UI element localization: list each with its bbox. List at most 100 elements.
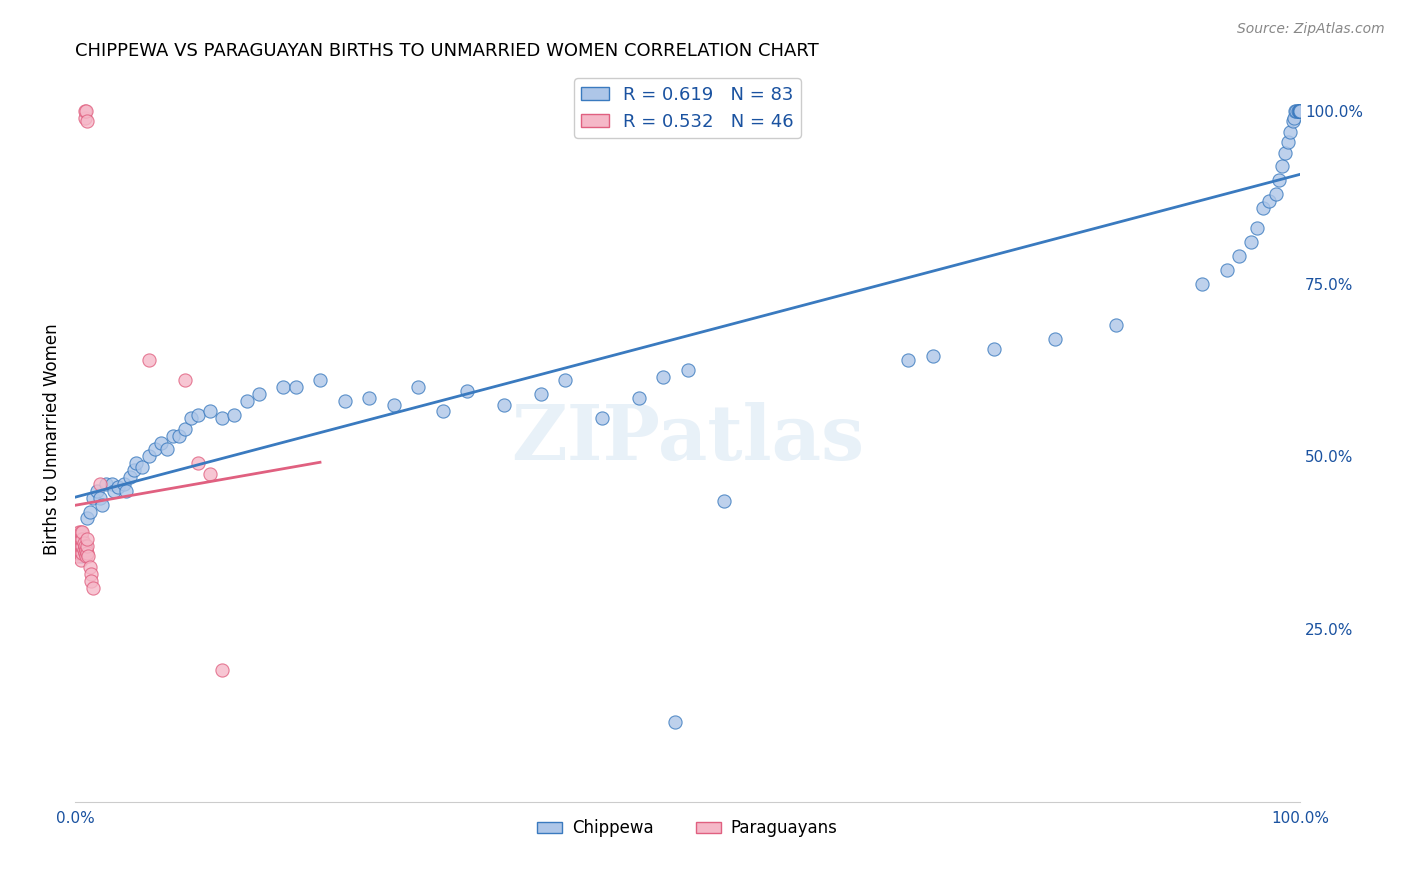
Point — [66, 535, 89, 549]
Point — [149, 435, 172, 450]
Point — [186, 408, 208, 422]
Point — [72, 546, 94, 560]
Point — [107, 480, 129, 494]
Point — [120, 470, 142, 484]
Point — [69, 529, 91, 543]
Point — [456, 384, 478, 398]
Point — [115, 483, 138, 498]
Point — [1285, 104, 1308, 119]
Point — [186, 456, 208, 470]
Point — [73, 539, 96, 553]
Point — [284, 380, 307, 394]
Point — [80, 574, 103, 588]
Point — [138, 352, 160, 367]
Point — [82, 491, 104, 505]
Point — [82, 581, 104, 595]
Point — [1289, 104, 1312, 119]
Point — [76, 114, 98, 128]
Point — [1215, 263, 1237, 277]
Point — [1274, 145, 1296, 160]
Point — [91, 498, 114, 512]
Point — [1284, 104, 1306, 119]
Point — [65, 539, 87, 553]
Point — [67, 532, 90, 546]
Point — [138, 450, 160, 464]
Point — [591, 411, 613, 425]
Point — [406, 380, 429, 394]
Point — [357, 391, 380, 405]
Point — [1289, 104, 1312, 119]
Point — [76, 511, 98, 525]
Point — [1043, 332, 1066, 346]
Point — [72, 535, 94, 549]
Point — [1289, 104, 1312, 119]
Point — [333, 394, 356, 409]
Point — [69, 542, 91, 557]
Point — [70, 546, 93, 560]
Point — [79, 559, 101, 574]
Point — [1289, 104, 1312, 119]
Point — [211, 411, 233, 425]
Point — [1288, 104, 1310, 119]
Point — [1289, 104, 1312, 119]
Point — [100, 477, 122, 491]
Point — [224, 408, 246, 422]
Text: ZIPatlas: ZIPatlas — [510, 402, 865, 476]
Point — [1289, 104, 1312, 119]
Point — [1288, 104, 1310, 119]
Point — [89, 477, 111, 491]
Point — [492, 398, 515, 412]
Point — [79, 505, 101, 519]
Point — [676, 363, 699, 377]
Point — [67, 525, 90, 540]
Point — [1279, 125, 1302, 139]
Point — [70, 525, 93, 540]
Point — [73, 546, 96, 560]
Point — [897, 352, 920, 367]
Point — [77, 549, 100, 564]
Point — [1264, 186, 1286, 201]
Point — [112, 477, 135, 491]
Point — [80, 566, 103, 581]
Point — [1258, 194, 1281, 208]
Point — [73, 539, 96, 553]
Point — [76, 532, 98, 546]
Point — [66, 549, 89, 564]
Point — [143, 442, 166, 457]
Point — [70, 549, 93, 564]
Point — [174, 373, 197, 387]
Point — [1246, 221, 1268, 235]
Point — [247, 387, 270, 401]
Point — [529, 387, 551, 401]
Point — [125, 456, 148, 470]
Point — [66, 542, 89, 557]
Point — [198, 467, 221, 481]
Point — [131, 459, 153, 474]
Point — [1271, 159, 1294, 173]
Point — [69, 535, 91, 549]
Point — [211, 664, 233, 678]
Point — [1227, 249, 1250, 263]
Point — [1289, 104, 1312, 119]
Point — [66, 532, 89, 546]
Point — [167, 428, 190, 442]
Point — [1268, 173, 1291, 187]
Point — [664, 715, 686, 730]
Point — [983, 343, 1005, 357]
Point — [1105, 318, 1128, 333]
Point — [72, 539, 94, 553]
Point — [627, 391, 650, 405]
Point — [174, 422, 197, 436]
Point — [67, 546, 90, 560]
Point — [235, 394, 257, 409]
Point — [89, 491, 111, 505]
Point — [198, 404, 221, 418]
Point — [382, 398, 405, 412]
Point — [76, 546, 98, 560]
Point — [70, 532, 93, 546]
Point — [72, 525, 94, 540]
Point — [1240, 235, 1263, 250]
Point — [652, 370, 675, 384]
Point — [70, 553, 93, 567]
Legend: Chippewa, Paraguayans: Chippewa, Paraguayans — [530, 813, 844, 844]
